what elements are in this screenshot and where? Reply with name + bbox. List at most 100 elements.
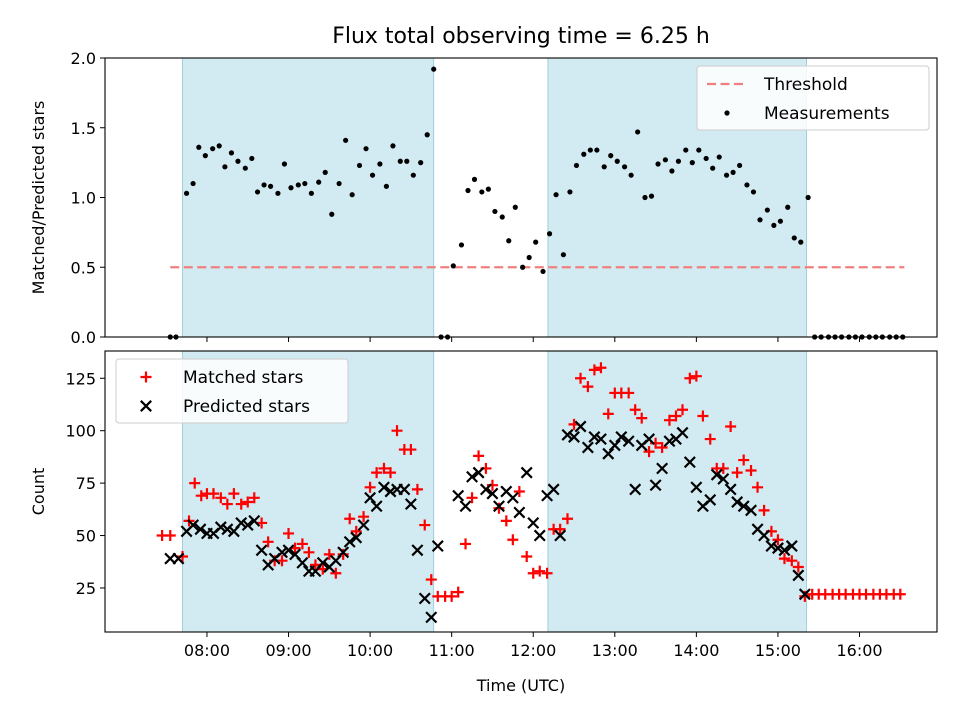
matched-star-point (460, 538, 472, 550)
matched-star-point (670, 410, 682, 422)
matched-star-point (493, 502, 505, 514)
matched-star-point (296, 538, 308, 550)
measurement-point (202, 153, 208, 159)
matched-star-point (189, 477, 201, 489)
matched-star-point (561, 513, 573, 525)
measurement-point (628, 172, 634, 178)
matched-star-point (411, 483, 423, 495)
measurement-point (655, 161, 661, 167)
matched-star-point (466, 492, 478, 504)
matched-star-point (235, 498, 247, 510)
measurement-point (329, 211, 335, 217)
measurement-point (390, 143, 396, 149)
measurement-point (397, 158, 403, 164)
matched-star-point (697, 410, 709, 422)
matched-star-point (371, 467, 383, 479)
legend-matched-swatch (140, 371, 152, 383)
measurement-point (183, 190, 190, 196)
shaded-window (547, 350, 807, 633)
measurement-point (458, 242, 465, 248)
measurement-point (540, 268, 546, 275)
ratio-axes: 0.0 0.5 1.0 1.5 2.0 Matched/Predicted stars (29, 49, 938, 347)
measurement-point (216, 143, 222, 149)
matched-star-point (215, 492, 227, 504)
matched-star-point (636, 412, 648, 424)
matched-star-point (309, 559, 321, 571)
matched-star-point (446, 590, 458, 602)
measurement-point (512, 204, 518, 210)
measurement-point (533, 239, 539, 245)
predicted-star-point (370, 500, 383, 513)
legend-label: Threshold (763, 75, 848, 95)
measurement-point (316, 179, 322, 185)
matched-star-point (195, 490, 207, 502)
measurement-point (222, 164, 228, 170)
y-tick-label: 0.5 (71, 258, 96, 277)
measurement-point (383, 183, 390, 189)
measurement-point (798, 239, 804, 245)
x-axis-label: Time (UTC) (476, 676, 565, 695)
measurement-point (308, 190, 314, 196)
predicted-star-point (527, 516, 540, 529)
predicted-star-point (364, 491, 377, 504)
measurement-point (757, 217, 763, 223)
measurement-point (267, 183, 274, 189)
measurement-point (404, 158, 410, 164)
matched-star-point (330, 567, 342, 579)
measurement-point (492, 208, 498, 215)
predicted-star-point (418, 592, 431, 605)
count-legend: Matched stars Predicted stars (115, 358, 349, 424)
measurement-point (281, 161, 288, 167)
predicted-star-point (622, 435, 635, 448)
measurement-point (675, 158, 682, 164)
predicted-star-point (337, 546, 350, 559)
measurement-point (410, 172, 416, 178)
matched-star-point (595, 362, 607, 374)
predicted-star-point (745, 504, 758, 517)
predicted-star-point (425, 611, 438, 624)
measurement-point (648, 193, 655, 199)
predicted-star-point (643, 433, 656, 446)
predicted-star-point (649, 479, 662, 492)
predicted-star-point (547, 483, 560, 496)
x-tick-label: 12:00 (510, 641, 556, 660)
x-tick-label: 15:00 (755, 641, 801, 660)
matched-star-point (323, 548, 335, 560)
matched-star-point (303, 546, 315, 558)
matched-star-point (425, 574, 437, 586)
y-tick-label: 50 (76, 527, 96, 546)
measurement-point (716, 154, 722, 160)
matched-star-point (717, 462, 729, 474)
measurement-point (261, 182, 267, 188)
predicted-star-point (568, 431, 580, 443)
matched-star-point (242, 496, 254, 508)
predicted-star-point (452, 489, 465, 502)
x-tick-label: 16:00 (836, 641, 882, 660)
predicted-star-point (676, 426, 689, 439)
measurement-point (275, 190, 281, 196)
matched-star-point (276, 555, 288, 567)
measurement-point (594, 147, 600, 153)
measurement-point (196, 144, 202, 150)
matched-star-point (378, 462, 390, 474)
matched-star-point (256, 517, 268, 529)
matched-star-point (725, 420, 737, 432)
measurement-point (295, 182, 301, 188)
matched-star-point (894, 588, 906, 600)
predicted-star-point (615, 431, 628, 443)
matched-star-point (527, 567, 539, 579)
matched-star-point (405, 444, 417, 456)
measurement-point (791, 235, 797, 241)
predicted-star-point (771, 542, 784, 555)
predicted-star-point (710, 468, 723, 481)
matched-star-point (656, 441, 668, 453)
matched-star-point (786, 555, 798, 567)
measurement-point (573, 162, 580, 169)
matched-star-point (248, 492, 260, 504)
measurement-point (777, 218, 783, 224)
measurement-point (608, 153, 614, 159)
measurement-point (703, 155, 709, 162)
x-tick-label: 14:00 (673, 641, 719, 660)
matched-star-point (704, 433, 716, 445)
predicted-star-point (276, 546, 288, 559)
